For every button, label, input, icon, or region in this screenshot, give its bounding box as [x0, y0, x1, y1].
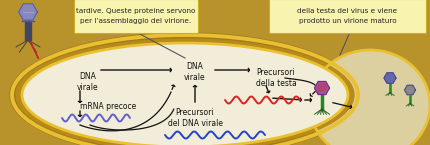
- Ellipse shape: [22, 43, 348, 145]
- FancyBboxPatch shape: [269, 0, 426, 33]
- Text: tardive. Queste proteine servono: tardive. Queste proteine servono: [76, 8, 196, 14]
- Text: DNA
virale: DNA virale: [77, 72, 99, 92]
- Text: per l’assemblaggio del virione.: per l’assemblaggio del virione.: [80, 18, 191, 24]
- Text: della testa del virus e viene: della testa del virus e viene: [298, 8, 398, 14]
- Text: Precursori
della testa: Precursori della testa: [256, 68, 297, 88]
- Polygon shape: [405, 85, 415, 95]
- Ellipse shape: [310, 50, 430, 145]
- Text: DNA
virale: DNA virale: [184, 62, 206, 82]
- Polygon shape: [384, 73, 396, 83]
- FancyBboxPatch shape: [74, 0, 198, 33]
- Polygon shape: [18, 4, 37, 20]
- Text: mRNA precoce: mRNA precoce: [80, 102, 136, 111]
- Text: Precursori
del DNA virale: Precursori del DNA virale: [168, 108, 222, 128]
- Polygon shape: [314, 81, 329, 95]
- Text: prodotto un virione maturo: prodotto un virione maturo: [299, 18, 396, 24]
- Ellipse shape: [16, 39, 354, 145]
- Ellipse shape: [10, 33, 360, 145]
